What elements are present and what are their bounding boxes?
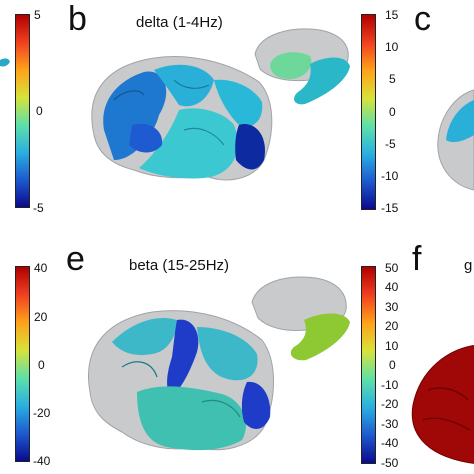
colorbar-d-tick-3: -20: [33, 406, 51, 420]
colorbar-d-tick-4: -40: [33, 454, 51, 468]
colorbar-e-tick-6: -10: [381, 378, 399, 392]
colorbar-b-tick-0: 15: [385, 8, 399, 22]
colorbar-e-tick-8: -30: [381, 417, 399, 431]
colorbar-d-tick-2: 0: [38, 358, 45, 372]
panel-b-brain-lateral: [91, 56, 273, 181]
colorbar-a-tick-bottom: -5: [33, 201, 44, 215]
colorbar-e-tick-5: 0: [389, 358, 396, 372]
panel-f-title-fragment: g: [464, 257, 473, 274]
colorbar-a-tick-top: 5: [34, 8, 41, 22]
panel-c-letter: c: [414, 0, 431, 38]
colorbar-e-tick-9: -40: [381, 436, 399, 450]
panel-e-letter: e: [66, 240, 85, 278]
colorbar-b-tick-3: 0: [389, 105, 396, 119]
panel-b-title: delta (1-4Hz): [136, 14, 223, 31]
colorbar-d-tick-1: 20: [34, 310, 48, 324]
colorbar-b-tick-2: 5: [389, 72, 396, 86]
panel-f-brain-fragment: [411, 345, 474, 464]
colorbar-b-tick-1: 10: [385, 40, 399, 54]
colorbar-b-tick-6: -15: [381, 201, 399, 215]
colorbar-b-tick-5: -10: [381, 169, 399, 183]
colorbar-e-tick-2: 30: [385, 300, 399, 314]
colorbar-e-tick-4: 10: [385, 339, 399, 353]
colorbar-a-tick-mid: 0: [36, 104, 43, 118]
panel-c-brain-fragment: [437, 89, 474, 191]
panel-e-title: beta (15-25Hz): [129, 257, 230, 274]
colorbar-d-tick-0: 40: [34, 261, 48, 275]
colorbar-b-tick-4: -5: [385, 137, 396, 151]
panel-b-letter: b: [68, 0, 87, 38]
panel-e-brain-medial: [251, 276, 350, 361]
panel-a-brain-fragment: [0, 58, 10, 67]
colorbar-e-tick-1: 40: [385, 280, 399, 294]
panel-e-brain-lateral: [88, 310, 274, 451]
colorbar-e-tick-10: -50: [381, 456, 399, 470]
panel-b-brain-medial: [254, 28, 350, 105]
panel-f-letter: f: [412, 240, 422, 278]
colorbar-e-tick-7: -20: [381, 397, 399, 411]
colorbar-e-tick-0: 50: [385, 261, 399, 275]
colorbar-e-tick-3: 20: [385, 319, 399, 333]
